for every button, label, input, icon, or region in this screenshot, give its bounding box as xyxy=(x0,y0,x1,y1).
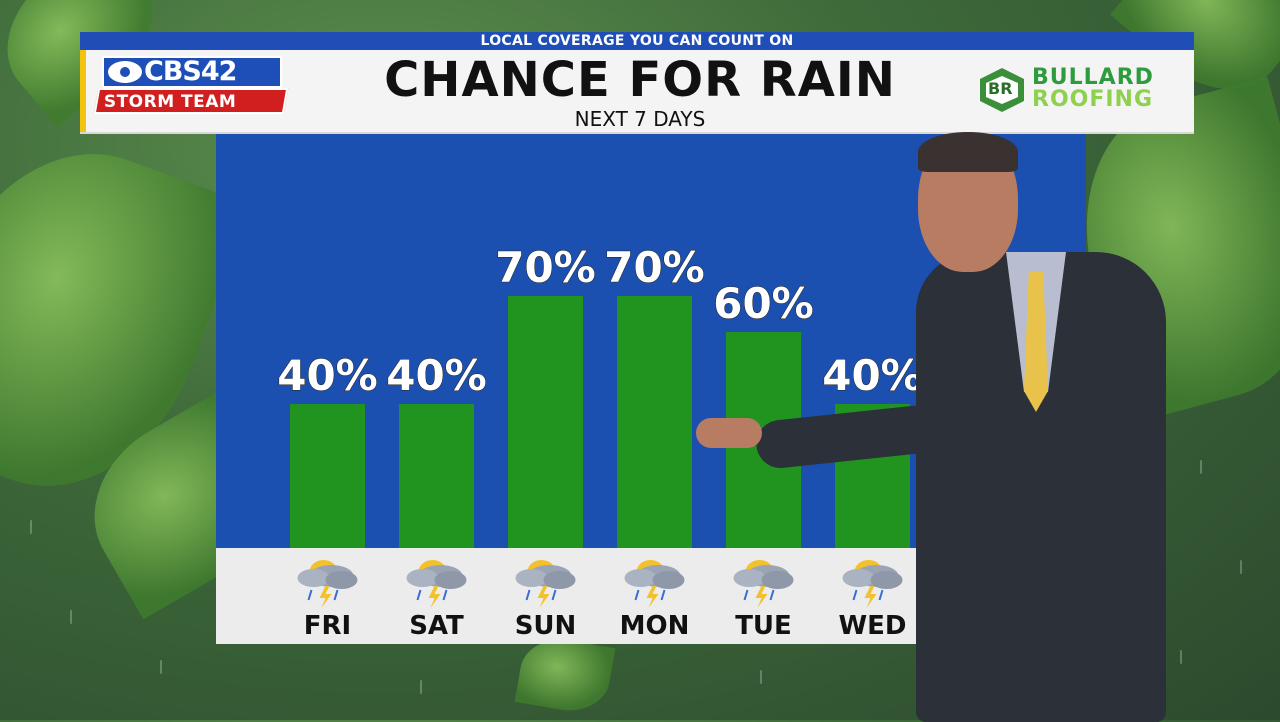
value-label-wed: 40% xyxy=(822,351,923,400)
bar-mon xyxy=(617,296,692,548)
day-label-mon: MON xyxy=(620,611,690,641)
header-accent-stripe xyxy=(80,50,86,132)
tagline-bar: LOCAL COVERAGE YOU CAN COUNT ON xyxy=(80,32,1194,50)
thunderstorm-rain-icon xyxy=(405,559,468,609)
day-label-wed: WED xyxy=(838,611,906,641)
bar-sat xyxy=(399,404,474,548)
value-label-fri: 40% xyxy=(277,351,378,400)
meteorologist xyxy=(696,132,1166,722)
bar-fri xyxy=(290,404,365,548)
day-label-sat: SAT xyxy=(409,611,464,641)
tie xyxy=(1024,272,1048,412)
tagline-text: LOCAL COVERAGE YOU CAN COUNT ON xyxy=(480,33,794,49)
thunderstorm-rain-icon xyxy=(296,559,359,609)
day-label-fri: FRI xyxy=(304,611,351,641)
value-label-tue: 60% xyxy=(713,279,814,328)
chart-title: CHANCE FOR RAIN xyxy=(384,52,896,108)
thunderstorm-rain-icon xyxy=(514,559,577,609)
value-label-mon: 70% xyxy=(604,243,705,292)
thunderstorm-rain-icon xyxy=(841,559,904,609)
station-logo: CBS42 STORM TEAM xyxy=(93,56,289,118)
day-label-tue: TUE xyxy=(735,611,792,641)
sponsor-mark-text: BR xyxy=(988,79,1013,98)
cbs-eye-icon xyxy=(108,61,142,83)
pointing-hand xyxy=(696,418,762,448)
day-label-sun: SUN xyxy=(515,611,577,641)
station-logo-line1: CBS42 xyxy=(144,56,237,87)
bar-sun xyxy=(508,296,583,548)
value-label-sun: 70% xyxy=(495,243,596,292)
chart-subtitle: NEXT 7 DAYS xyxy=(574,107,706,131)
sponsor-logo: BR BULLARD ROOFING xyxy=(980,66,1180,114)
sponsor-logo-line1: BULLARD xyxy=(1032,65,1154,90)
thunderstorm-rain-icon xyxy=(623,559,686,609)
value-label-sat: 40% xyxy=(386,351,487,400)
sponsor-logo-line2: ROOFING xyxy=(1032,87,1154,112)
thunderstorm-rain-icon xyxy=(732,559,795,609)
hair xyxy=(918,132,1018,172)
